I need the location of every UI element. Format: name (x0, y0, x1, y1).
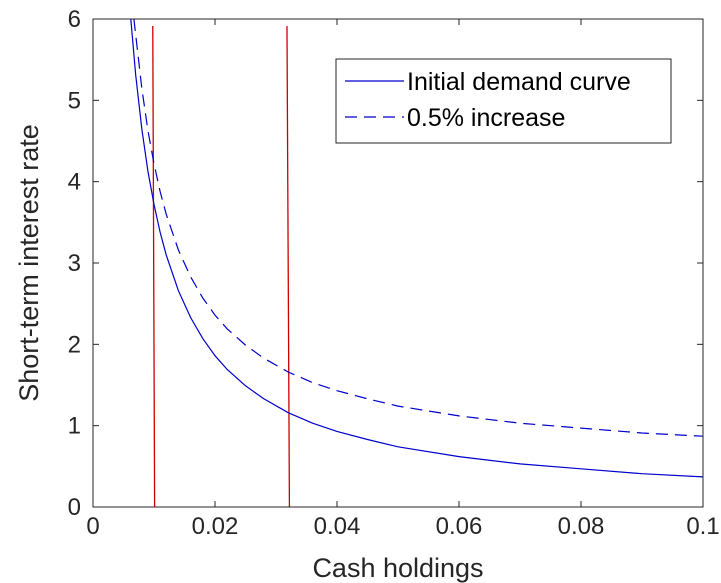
y-tick-label: 3 (68, 250, 81, 277)
y-axis-title: Short-term interest rate (14, 124, 44, 402)
y-tick-label: 0 (68, 494, 81, 521)
legend: Initial demand curve 0.5% increase (336, 59, 671, 143)
y-tick-label: 4 (68, 169, 81, 196)
y-tick-label: 1 (68, 413, 81, 440)
x-tick-label: 0.02 (192, 513, 239, 540)
y-tick-label: 2 (68, 331, 81, 358)
x-tick-label: 0.1 (686, 513, 719, 540)
legend-label-initial-demand: Initial demand curve (407, 68, 631, 96)
x-axis-title: Cash holdings (312, 553, 483, 583)
x-tick-label: 0.04 (314, 513, 361, 540)
y-tick-label: 6 (68, 6, 81, 33)
x-tick-label: 0.06 (436, 513, 483, 540)
y-tick-label: 5 (68, 87, 81, 114)
legend-label-increase: 0.5% increase (407, 104, 565, 132)
x-tick-label: 0 (86, 513, 99, 540)
x-tick-label: 0.08 (558, 513, 605, 540)
